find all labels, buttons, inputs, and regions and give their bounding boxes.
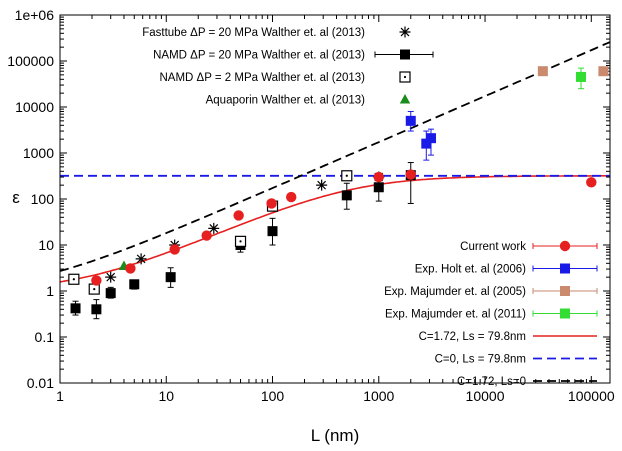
data-point <box>105 271 117 283</box>
model-line <box>60 41 610 272</box>
model-line <box>60 175 610 283</box>
series <box>91 169 597 286</box>
data-point <box>316 179 328 191</box>
data-point <box>575 71 586 82</box>
axis-ticks: 1 10 100 1000 10000 100000 0.01 0.1 1 10 100 1000 10… <box>7 7 615 404</box>
data-point <box>373 171 384 183</box>
x-axis-label: L (nm) <box>311 426 360 445</box>
x-tick-label: 1 <box>56 388 64 404</box>
data-point <box>129 279 140 290</box>
data-point <box>421 138 432 149</box>
data-point <box>560 286 570 296</box>
legend-label: Current work <box>460 241 526 253</box>
data-point <box>400 49 410 60</box>
x-tick-label: 10000 <box>466 388 505 404</box>
legend-label: NAMD ΔP = 2 MPa Walther et. al (2013) <box>160 72 366 84</box>
legend-label: NAMD ΔP = 20 MPa Walther et. al (2013) <box>153 50 365 62</box>
legend-label: Exp. Majumder et. al (2011) <box>385 309 526 321</box>
data-point <box>341 190 352 201</box>
data-point <box>559 240 571 252</box>
data-point <box>425 133 436 144</box>
series <box>575 67 586 90</box>
data-point <box>537 66 548 77</box>
data-point <box>560 263 570 274</box>
y-tick-label: 0.01 <box>27 375 54 391</box>
legend-label: Fasttube ΔP = 20 MPa Walther et. al (201… <box>142 27 365 39</box>
data-point <box>586 177 597 188</box>
data-point <box>208 222 220 234</box>
y-tick-label: 10 <box>38 237 54 253</box>
legend-label: Aquaporin Walther et. al (2013) <box>206 95 366 107</box>
y-tick-label: 10000 <box>15 99 54 115</box>
data-point <box>70 303 81 314</box>
data-point-dot <box>403 75 407 79</box>
series <box>105 171 385 283</box>
y-tick-label: 1 <box>46 283 54 299</box>
data-point <box>405 115 416 126</box>
data-point <box>165 272 176 283</box>
legend-label: C=1.72, Ls = 79.8nm <box>419 331 526 343</box>
x-tick-label: 1000 <box>363 388 394 404</box>
data-point <box>233 210 244 221</box>
y-tick-label: 100000 <box>7 53 54 69</box>
data-point <box>105 288 116 299</box>
data-point <box>286 191 297 203</box>
data-point-dot <box>93 287 96 291</box>
legend-label: Exp. Holt et. al (2006) <box>415 264 526 276</box>
legend-label: C=0, Ls = 79.8nm <box>435 354 526 366</box>
x-tick-label: 100 <box>261 388 285 404</box>
data-point-dot <box>72 278 75 281</box>
data-point <box>399 26 411 38</box>
y-tick-label: 1000 <box>23 145 54 161</box>
series <box>405 110 436 161</box>
data-series <box>68 66 609 320</box>
data-point <box>169 244 180 255</box>
series <box>537 66 609 77</box>
plot-frame <box>59 14 611 384</box>
y-axis-label: ε <box>12 188 20 207</box>
legend-label: Exp. Majumder et. al (2005) <box>384 286 526 298</box>
legend-label: C=1.72, Ls=0 <box>457 376 526 388</box>
data-point <box>91 304 102 315</box>
legend-bottom-right: Current work Exp. Holt et. al (2006) Exp. … <box>384 240 598 388</box>
data-point <box>201 230 212 241</box>
model-curves <box>60 41 610 283</box>
data-point-dot <box>345 174 348 177</box>
data-point <box>399 94 411 104</box>
data-point <box>560 308 570 319</box>
y-tick-label: 100 <box>31 191 55 207</box>
x-tick-label: 10 <box>158 388 174 404</box>
data-point <box>125 263 136 274</box>
data-point <box>373 182 384 193</box>
x-tick-label: 100000 <box>568 388 615 404</box>
data-point <box>135 253 147 265</box>
data-point <box>91 275 102 286</box>
data-point <box>405 169 416 180</box>
data-point-dot <box>239 240 242 243</box>
data-point <box>267 226 278 237</box>
legend-top-left: Fasttube ΔP = 20 MPa Walther et. al (201… <box>142 26 434 107</box>
y-tick-label: 0.1 <box>35 329 55 345</box>
y-tick-label: 1e+06 <box>15 7 55 23</box>
data-point <box>598 66 609 77</box>
data-point <box>266 198 277 209</box>
